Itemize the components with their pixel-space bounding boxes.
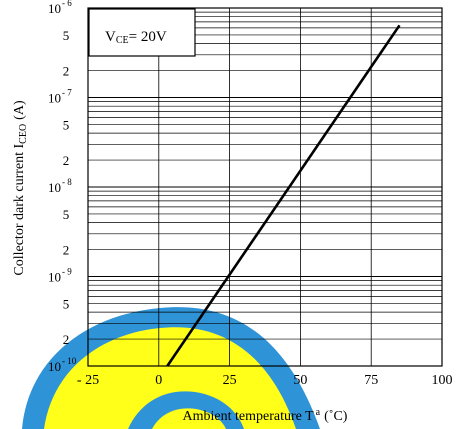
x-axis-ticks: - 25 0 25 50 75 100 bbox=[77, 373, 453, 388]
y-tick-base: 10 bbox=[48, 270, 61, 285]
y-axis-label-sub: CEO bbox=[18, 124, 29, 144]
y-tick-label-11: 2 bbox=[63, 332, 70, 347]
x-tick-label-0: - 25 bbox=[77, 373, 99, 388]
y-tick-label-4: 5 bbox=[63, 117, 70, 132]
plot-frame bbox=[87, 7, 443, 367]
watermark-ring-yellow bbox=[44, 327, 296, 429]
y-tick-exp: - 7 bbox=[62, 88, 72, 98]
annotation-box: VCE= 20V bbox=[88, 8, 196, 57]
y-tick-base: 10 bbox=[48, 359, 61, 374]
watermark-logo bbox=[22, 307, 320, 429]
y-axis-label: Collector dark current ICEO (A) bbox=[12, 100, 29, 276]
x-axis-label-unit: (˚C) bbox=[324, 409, 348, 424]
x-tick-label-4: 75 bbox=[364, 373, 378, 388]
grid bbox=[87, 8, 443, 367]
series-layer bbox=[166, 24, 401, 367]
x-tick-label-3: 50 bbox=[293, 373, 307, 388]
y-tick-label-8: 2 bbox=[63, 243, 70, 258]
annotation-sub: CE bbox=[116, 35, 129, 46]
x-axis-label-main: Ambient temperature T bbox=[183, 409, 315, 424]
y-axis-label-main: Collector dark current I bbox=[12, 143, 27, 275]
y-tick-base: 10 bbox=[48, 1, 61, 16]
y-tick-label-6: 10- 8 bbox=[48, 177, 72, 195]
annotation-frame bbox=[88, 8, 196, 57]
y-tick-label-2: 2 bbox=[63, 64, 70, 79]
y-tick-label-9: 10- 9 bbox=[48, 267, 72, 285]
y-tick-label-5: 2 bbox=[63, 153, 70, 168]
x-tick-label-2: 25 bbox=[223, 373, 237, 388]
watermark-ring-core bbox=[152, 408, 226, 429]
y-tick-label-12: 10- 10 bbox=[48, 356, 77, 374]
y-tick-exp: - 10 bbox=[62, 356, 77, 366]
annotation-text: VCE= 20V bbox=[105, 29, 167, 46]
y-tick-label-7: 5 bbox=[63, 207, 70, 222]
y-tick-base: 10 bbox=[48, 91, 61, 106]
x-axis-label-sub: a bbox=[316, 407, 321, 418]
y-tick-exp: - 8 bbox=[62, 177, 72, 187]
y-tick-exp: - 6 bbox=[62, 0, 72, 8]
y-tick-exp: - 9 bbox=[62, 267, 72, 277]
y-tick-label-10: 5 bbox=[63, 296, 70, 311]
y-tick-label-1: 5 bbox=[63, 28, 70, 43]
y-axis-label-unit: (A) bbox=[12, 100, 27, 120]
x-tick-label-1: 0 bbox=[155, 373, 162, 388]
y-tick-label-0: 10- 6 bbox=[48, 0, 72, 16]
x-tick-label-5: 100 bbox=[432, 373, 453, 388]
annotation-rest: = 20V bbox=[129, 29, 167, 45]
y-tick-base: 10 bbox=[48, 180, 61, 195]
y-tick-label-3: 10- 7 bbox=[48, 88, 72, 106]
annotation-main: V bbox=[105, 29, 116, 45]
series-line-0 bbox=[166, 24, 401, 367]
